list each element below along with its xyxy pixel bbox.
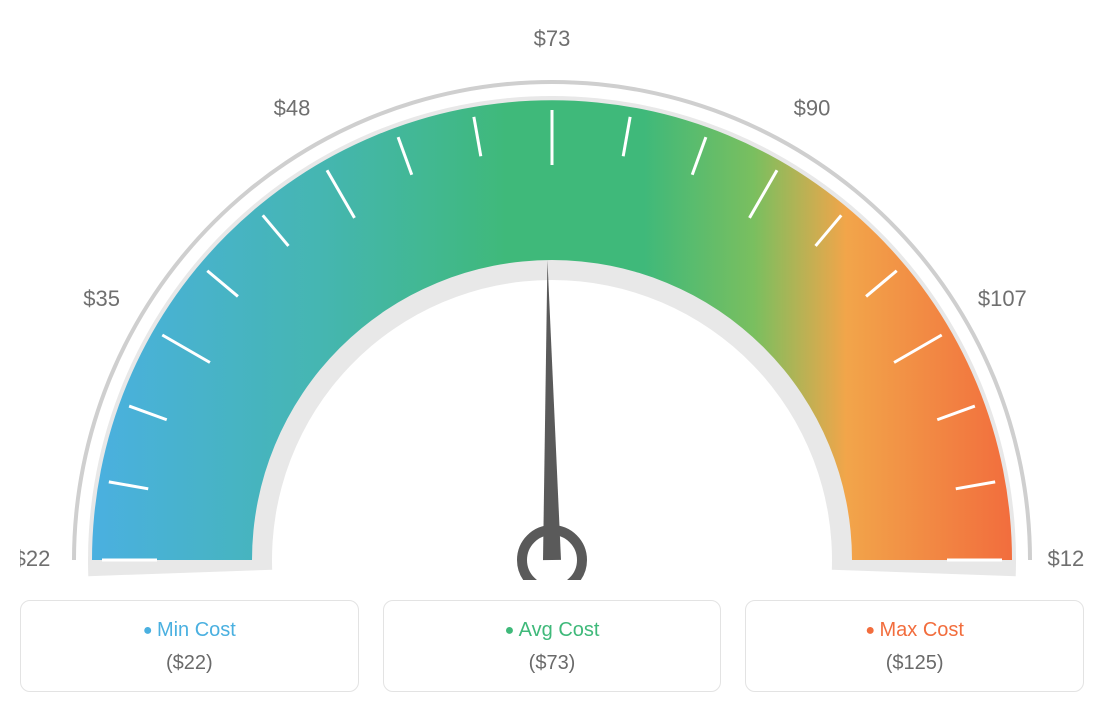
gauge-chart: $22 $35 $48 $73 $90 $107 $125 [20, 20, 1084, 580]
gauge-svg: $22 $35 $48 $73 $90 $107 $125 [20, 20, 1084, 580]
scale-label: $90 [794, 95, 831, 120]
legend-avg-value: ($73) [394, 652, 711, 675]
scale-label: $22 [20, 546, 50, 571]
needle [543, 260, 561, 560]
scale-label: $35 [83, 286, 120, 311]
scale-label: $107 [978, 286, 1027, 311]
legend-card-min: Min Cost ($22) [20, 600, 359, 692]
legend-row: Min Cost ($22) Avg Cost ($73) Max Cost (… [20, 600, 1084, 692]
legend-card-max: Max Cost ($125) [745, 600, 1084, 692]
legend-min-label: Min Cost [31, 619, 348, 642]
scale-label: $73 [534, 26, 571, 51]
legend-avg-label: Avg Cost [394, 619, 711, 642]
legend-min-value: ($22) [31, 652, 348, 675]
legend-max-label: Max Cost [756, 619, 1073, 642]
legend-max-value: ($125) [756, 652, 1073, 675]
scale-label: $48 [274, 95, 311, 120]
legend-card-avg: Avg Cost ($73) [383, 600, 722, 692]
scale-label: $125 [1048, 546, 1084, 571]
